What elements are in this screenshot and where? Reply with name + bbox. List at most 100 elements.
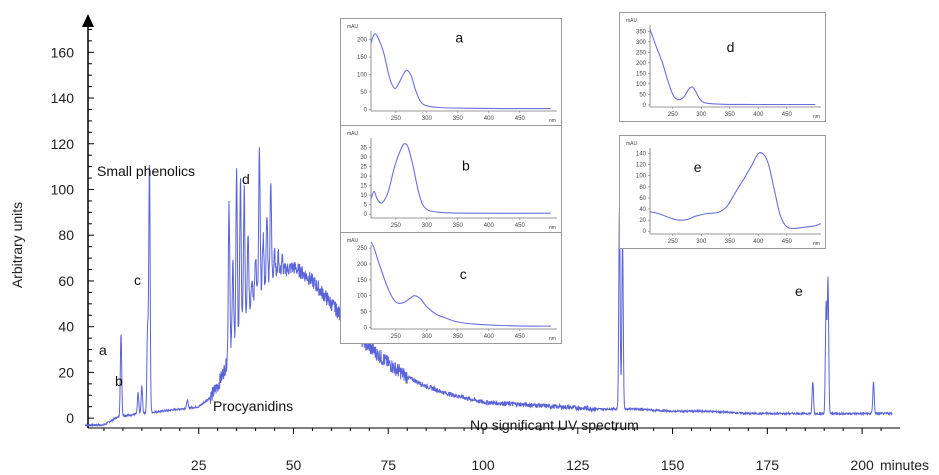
main-labels: Small phenolics Procyanidins No significan…: [97, 163, 803, 433]
inset-x-tick-label: 300: [696, 239, 707, 245]
y-tick-label: 160: [51, 44, 75, 60]
inset-y-tick-label: 20: [639, 218, 646, 224]
inset-x-tick-label: 450: [782, 112, 793, 118]
inset-y-tick-label: 50: [360, 310, 367, 316]
inset-y-tick-label: 250: [357, 246, 368, 252]
inset-y-tick-label: 350: [636, 29, 647, 35]
y-tick-label: 140: [51, 90, 75, 106]
inset-y-tick-label: 15: [360, 184, 367, 190]
inset-x-tick-label: 400: [484, 334, 495, 340]
inset-x-tick-label: 300: [422, 116, 433, 122]
inset-svg-c: mAU nm 0 50 100 150 200 250 250 300 350 400 450 c: [347, 238, 557, 342]
inset-x-tick-label: 250: [668, 239, 679, 245]
inset-x-tick-label: 250: [668, 112, 679, 118]
y-tick-label: 120: [51, 136, 75, 152]
inset-y-unit: mAU: [347, 238, 359, 244]
inset-y-unit: mAU: [626, 141, 638, 147]
inset-svg-e: mAU nm 0 20 40 60 80 100 120 140 250 300 350 400 450 e: [626, 141, 822, 247]
inset-svg-b: mAU nm 0 5 10 15 20 25 30 35 250 300 350 400 450 b: [347, 131, 557, 231]
inset-x-unit: nm: [813, 114, 820, 120]
inset-x-tick-label: 300: [696, 112, 707, 118]
inset-y-tick-label: 40: [639, 207, 646, 213]
y-tick-label: 80: [58, 227, 74, 243]
inset-y-unit: mAU: [347, 131, 359, 137]
inset-y-tick-label: 10: [360, 193, 367, 199]
inset-spectrum-d: mAU nm 0 50 100 150 200 250 300 350 250 300 350 400 45…: [619, 12, 826, 122]
inset-x-tick-label: 400: [484, 116, 495, 122]
inset-spectrum-c: mAU nm 0 50 100 150 200 250 250 300 350 400 450 c: [340, 232, 562, 344]
y-tick-label: 0: [66, 410, 74, 426]
inset-y-tick-label: 0: [364, 325, 368, 331]
inset-spectrum-line: [649, 152, 822, 230]
inset-x-tick-label: 250: [391, 116, 402, 122]
x-tick-label: 150: [661, 457, 685, 473]
inset-y-tick-label: 0: [364, 107, 368, 113]
inset-spectrum-line: [370, 241, 551, 327]
x-tick-label: 125: [566, 457, 590, 473]
x-tick-label: 75: [380, 457, 396, 473]
inset-spectrum-line: [649, 29, 816, 106]
inset-y-tick-label: 0: [643, 229, 647, 235]
inset-x-tick-label: 450: [515, 334, 526, 340]
inset-x-unit: nm: [549, 336, 556, 342]
inset-x-tick-label: 400: [484, 223, 495, 229]
annotation-no-uv-spectrum: No significant UV spectrum: [470, 417, 639, 433]
inset-y-tick-label: 50: [639, 92, 646, 98]
inset-label-b: b: [462, 158, 470, 174]
inset-x-tick-label: 300: [422, 334, 433, 340]
inset-spectrum-e: mAU nm 0 20 40 60 80 100 120 140 250 300 350 400 450 e: [619, 135, 826, 249]
x-tick-label: 25: [191, 457, 207, 473]
peak-label-a: a: [99, 342, 107, 358]
y-tick-label: 20: [58, 364, 74, 380]
inset-x-tick-label: 350: [453, 116, 464, 122]
inset-label-e: e: [694, 159, 702, 175]
inset-y-tick-label: 300: [636, 40, 647, 46]
peak-label-e: e: [795, 283, 803, 299]
inset-spectrum-line: [370, 33, 551, 110]
inset-x-tick-label: 350: [725, 112, 736, 118]
inset-y-tick-label: 5: [364, 203, 368, 209]
inset-svg-a: mAU nm 0 50 100 150 200 250 300 350 400 450 a: [347, 24, 557, 124]
inset-y-tick-label: 80: [639, 185, 646, 191]
inset-svg-d: mAU nm 0 50 100 150 200 250 300 350 250 300 350 400 45…: [626, 18, 821, 120]
inset-y-unit: mAU: [626, 18, 638, 24]
inset-y-tick-label: 0: [364, 212, 368, 218]
inset-x-tick-label: 350: [453, 334, 464, 340]
inset-x-unit: nm: [813, 241, 820, 247]
chromatogram-line: [84, 147, 893, 428]
inset-x-tick-label: 300: [422, 223, 433, 229]
annotation-procyanidins: Procyanidins: [213, 398, 293, 414]
inset-y-tick-label: 120: [636, 163, 647, 169]
peak-label-c: c: [134, 272, 141, 288]
inset-y-tick-label: 200: [357, 38, 368, 44]
inset-x-tick-label: 350: [453, 223, 464, 229]
peak-label-d: d: [242, 171, 250, 187]
inset-label-a: a: [455, 29, 463, 45]
inset-x-tick-label: 450: [515, 116, 526, 122]
inset-y-tick-label: 140: [636, 152, 647, 158]
x-tick-label: 50: [286, 457, 302, 473]
x-tick-label: 100: [471, 457, 495, 473]
inset-x-unit: nm: [549, 225, 556, 231]
inset-x-tick-label: 250: [391, 223, 402, 229]
inset-label-c: c: [460, 266, 467, 282]
x-tick-label: 175: [756, 457, 780, 473]
inset-y-tick-label: 200: [357, 262, 368, 268]
y-tick-label: 40: [58, 319, 74, 335]
inset-y-tick-label: 200: [636, 61, 647, 67]
inset-spectrum-b: mAU nm 0 5 10 15 20 25 30 35 250 300 350 400 450 b: [340, 125, 562, 233]
chromatogram-series: [84, 147, 893, 428]
inset-y-tick-label: 35: [360, 146, 367, 152]
inset-spectrum-a: mAU nm 0 50 100 150 200 250 300 350 400 450 a: [340, 18, 562, 126]
inset-x-tick-label: 250: [391, 334, 402, 340]
inset-x-tick-label: 450: [782, 239, 793, 245]
y-axis-arrow: [82, 14, 94, 27]
x-tick-label: 200: [850, 457, 874, 473]
x-axis-label: minutes: [880, 457, 929, 473]
inset-y-tick-label: 100: [357, 72, 368, 78]
inset-y-tick-label: 20: [360, 174, 367, 180]
inset-spectrum-line: [370, 143, 551, 214]
inset-x-tick-label: 400: [753, 112, 764, 118]
